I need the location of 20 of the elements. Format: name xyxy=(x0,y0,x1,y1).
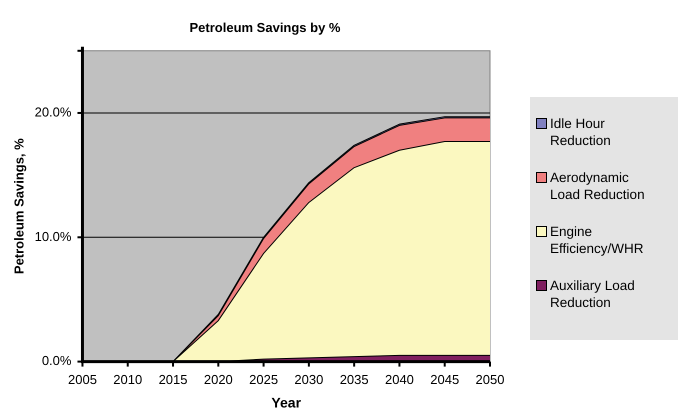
legend-label: Aerodynamic Load Reduction xyxy=(550,169,646,203)
x-tick-label: 2035 xyxy=(340,372,369,387)
y-tick-label: 0.0% xyxy=(42,353,72,368)
x-tick-label: 2025 xyxy=(249,372,278,387)
y-tick-label: 20.0% xyxy=(34,104,72,120)
x-tick-label: 2005 xyxy=(68,372,97,387)
legend-label: Auxiliary Load Reduction xyxy=(550,277,636,311)
x-tick-label: 2050 xyxy=(476,372,504,387)
x-tick-label: 2030 xyxy=(294,372,324,387)
legend-label: Idle Hour Reduction xyxy=(550,115,612,149)
y-tick-label: 10.0% xyxy=(34,228,72,244)
legend-label: Engine Efficiency/WHR xyxy=(550,223,645,257)
chart-title: Petroleum Savings by % xyxy=(188,20,342,35)
x-tick-label: 2045 xyxy=(430,372,460,387)
x-tick-label: 2015 xyxy=(158,372,188,387)
y-axis-title: Petroleum Savings, % xyxy=(11,138,26,274)
x-tick-label: 2020 xyxy=(204,372,233,387)
x-tick-label: 2040 xyxy=(384,372,414,387)
x-axis-title: Year xyxy=(271,394,302,410)
x-tick-label: 2010 xyxy=(113,372,142,387)
